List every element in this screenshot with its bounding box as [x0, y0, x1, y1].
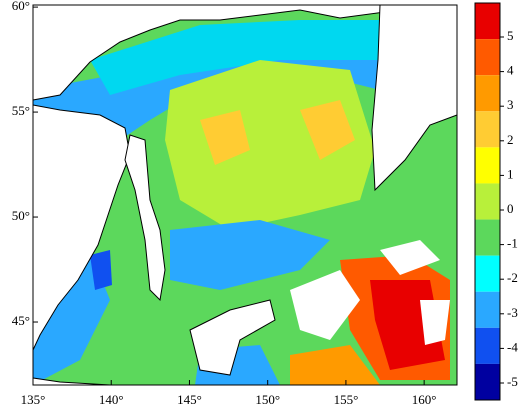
x-tick-label: 140° [99, 392, 124, 407]
x-tick-label: 160° [412, 392, 437, 407]
colorbar-label: -5 [507, 374, 518, 389]
colorbar-label: -2 [507, 270, 518, 285]
colorbar-label: 2 [507, 132, 514, 147]
land [32, 4, 458, 386]
colorbar-band [475, 219, 500, 256]
colorbar-band [475, 183, 500, 220]
y-tick-label: 45° [12, 313, 30, 328]
colorbar-band [475, 327, 500, 364]
colorbar-label: 0 [507, 201, 514, 216]
x-tick-label: 145° [177, 392, 202, 407]
colorbar-label: -4 [507, 339, 518, 354]
x-tick-label: 150° [255, 392, 280, 407]
colorbar-band [475, 255, 500, 292]
map-frame [32, 4, 458, 386]
colorbar-frame [474, 2, 501, 401]
colorbar-band [475, 363, 500, 400]
x-tick-label: 135° [21, 392, 46, 407]
y-tick-label: 50° [12, 208, 30, 223]
colorbar-label: 4 [507, 63, 514, 78]
colorbar-band [475, 147, 500, 184]
colorbar-label: -1 [507, 236, 518, 251]
x-tick-label: 155° [334, 392, 359, 407]
colorbar-label: -3 [507, 305, 518, 320]
y-tick-label: 55° [12, 103, 30, 118]
colorbar-label: 1 [507, 166, 514, 181]
colorbar-band [475, 75, 500, 112]
y-tick-label: 60° [12, 0, 30, 13]
colorbar-band [475, 111, 500, 148]
colorbar-band [475, 3, 500, 40]
colorbar-label: 3 [507, 97, 514, 112]
colorbar-label: 5 [507, 28, 514, 43]
colorbar-band [475, 291, 500, 328]
colorbar-band [475, 39, 500, 76]
